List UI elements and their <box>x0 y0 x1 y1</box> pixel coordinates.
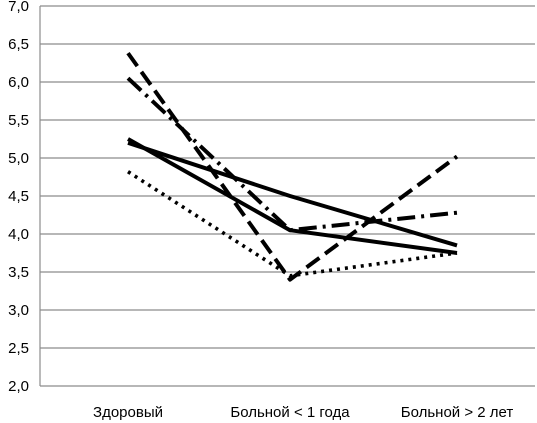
y-tick-label: 3,0 <box>8 302 29 319</box>
y-tick-label: 3,5 <box>8 264 29 281</box>
y-tick-label: 6,0 <box>8 74 29 91</box>
gridlines <box>40 5 535 349</box>
y-tick-label: 4,0 <box>8 226 29 243</box>
x-category-label: Больной > 2 лет <box>401 404 514 421</box>
y-tick-label: 7,0 <box>8 0 29 15</box>
x-category-label: Больной < 1 года <box>230 404 350 421</box>
y-tick-label: 2,0 <box>8 378 29 395</box>
series-line-4 <box>126 76 458 233</box>
x-category-label: Здоровый <box>93 404 163 421</box>
series-line-1 <box>127 140 458 248</box>
y-tick-labels: 2,0 2,5 3,0 3,5 4,0 4,5 5,0 5,5 6,0 6,5 7,0 <box>8 0 29 395</box>
series-line-5 <box>127 170 458 278</box>
axes <box>39 6 535 387</box>
y-tick-label: 2,5 <box>8 340 29 357</box>
y-tick-label: 4,5 <box>8 188 29 205</box>
x-category-labels: Здоровый Больной < 1 года Больной > 2 лет <box>93 404 513 421</box>
y-tick-label: 5,5 <box>8 112 29 129</box>
series-lines <box>126 51 459 282</box>
y-tick-label: 5,0 <box>8 150 29 167</box>
y-tick-label: 6,5 <box>8 36 29 53</box>
